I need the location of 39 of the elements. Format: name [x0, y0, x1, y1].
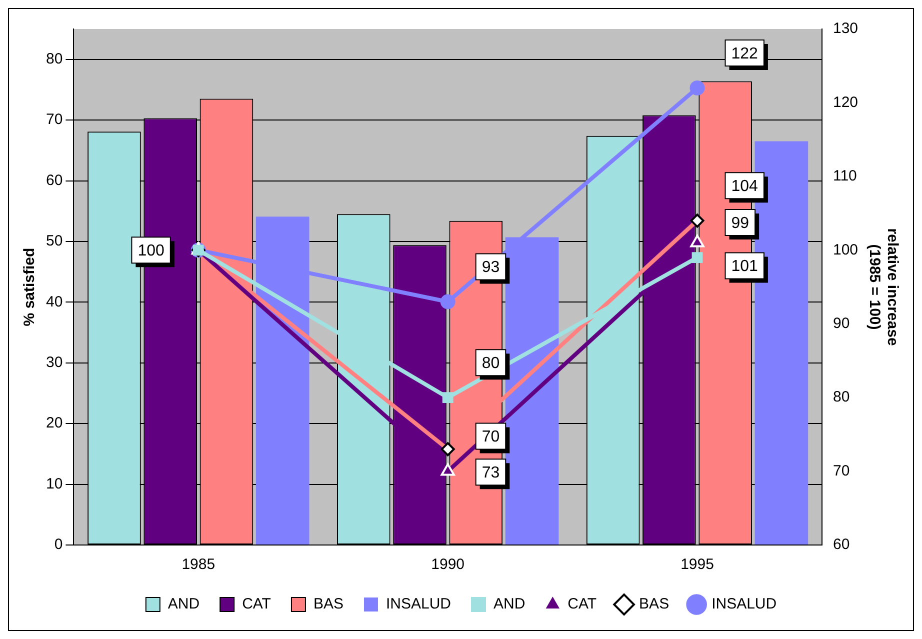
y2-tick-label: 90	[832, 315, 850, 332]
y2-tick-label: 60	[832, 536, 850, 554]
y-tick-label: 80	[46, 50, 63, 68]
x-tick-label: 1990	[431, 556, 465, 574]
y-tick-label: 70	[46, 111, 63, 128]
y-axis-title: % satisfied	[21, 248, 38, 326]
legend-label: AND	[494, 596, 526, 613]
x-tick-label: 1995	[680, 556, 714, 574]
legend-label: INSALUD	[386, 596, 452, 613]
legend-label: AND	[168, 596, 200, 613]
y-tick-label: 10	[46, 475, 63, 492]
y2-tick-label: 70	[832, 462, 850, 480]
legend-label: INSALUD	[712, 596, 777, 613]
y2-axis-title: relative increase (1985 = 100)	[866, 228, 901, 346]
data-label: 101	[731, 258, 758, 276]
y2-tick-label: 120	[832, 94, 858, 111]
y2-tick-label: 130	[832, 20, 858, 38]
legend-label: CAT	[242, 596, 271, 613]
y-tick-label: 50	[46, 232, 63, 250]
y-tick-label: 30	[46, 354, 63, 372]
y2-tick-label: 110	[832, 168, 857, 185]
data-label: 80	[482, 354, 500, 372]
data-label: 70	[482, 428, 500, 446]
data-label: 100	[138, 242, 164, 260]
y2-tick-label: 80	[832, 388, 850, 406]
y-tick-label: 20	[46, 414, 63, 432]
y2-tick-label: 100	[832, 241, 858, 258]
legend-label: CAT	[568, 596, 597, 613]
data-label: 73	[482, 464, 500, 482]
data-label: 104	[731, 178, 758, 196]
data-label: 93	[482, 259, 500, 276]
legend-label: BAS	[313, 596, 344, 613]
data-label: 99	[731, 214, 750, 232]
y-tick-label: 0	[54, 536, 63, 554]
y-tick-label: 60	[46, 172, 63, 189]
data-label: 122	[731, 45, 758, 62]
x-tick-label: 1985	[182, 556, 216, 574]
legend-label: BAS	[639, 596, 670, 613]
y-tick-label: 40	[46, 293, 63, 310]
